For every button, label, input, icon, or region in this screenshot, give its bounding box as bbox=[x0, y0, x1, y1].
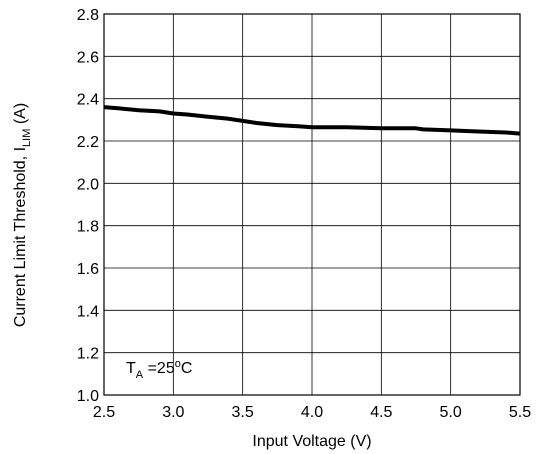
y-tick-label: 1.2 bbox=[77, 346, 99, 363]
y-axis-label-main: Current Limit Threshold, I bbox=[12, 147, 29, 327]
annotation-unit: C bbox=[181, 360, 193, 377]
y-tick-labels: 1.0 1.2 1.4 1.6 1.8 2.0 2.2 2.4 2.6 2.8 bbox=[77, 7, 99, 405]
y-axis-label-subscript: LIM bbox=[21, 129, 33, 147]
y-tick-label: 1.6 bbox=[77, 261, 99, 278]
x-tick-label: 4.5 bbox=[370, 404, 392, 421]
y-tick-label: 2.4 bbox=[77, 92, 99, 109]
y-axis-label-unit: (A) bbox=[12, 103, 29, 129]
y-tick-label: 2.8 bbox=[77, 7, 99, 24]
y-tick-label: 2.2 bbox=[77, 134, 99, 151]
temperature-annotation: TA =25oC bbox=[126, 358, 192, 381]
x-tick-label: 4.0 bbox=[301, 404, 323, 421]
x-tick-labels: 2.5 3.0 3.5 4.0 4.5 5.0 5.5 bbox=[93, 404, 531, 421]
y-tick-label: 2.0 bbox=[77, 176, 99, 193]
y-tick-label: 1.4 bbox=[77, 303, 99, 320]
x-tick-label: 2.5 bbox=[93, 404, 115, 421]
annotation-value: =25 bbox=[143, 360, 175, 377]
x-tick-label: 5.5 bbox=[509, 404, 531, 421]
x-tick-label: 5.0 bbox=[440, 404, 462, 421]
x-tick-label: 3.5 bbox=[232, 404, 254, 421]
y-tick-label: 1.0 bbox=[77, 388, 99, 405]
y-tick-label: 2.6 bbox=[77, 49, 99, 66]
annotation-t: T bbox=[126, 360, 136, 377]
y-axis-label: Current Limit Threshold, ILIM (A) bbox=[12, 103, 33, 327]
y-tick-label: 1.8 bbox=[77, 219, 99, 236]
x-axis-label: Input Voltage (V) bbox=[252, 433, 371, 450]
grid bbox=[104, 14, 520, 395]
x-tick-label: 3.0 bbox=[162, 404, 184, 421]
